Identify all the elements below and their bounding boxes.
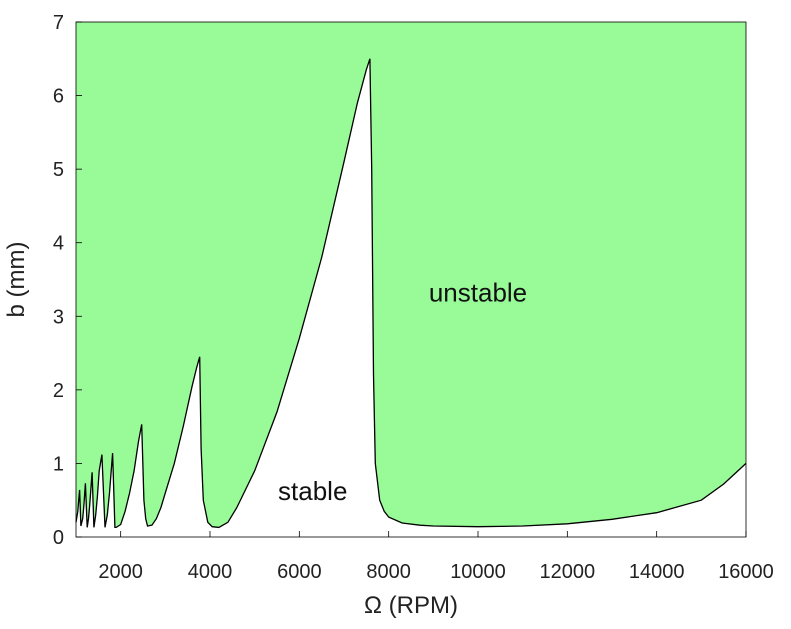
- y-axis-label: b (mm): [3, 242, 30, 318]
- y-tick-label: 3: [53, 306, 64, 328]
- annotation-unstable: unstable: [429, 278, 527, 308]
- y-tick-label: 7: [53, 12, 64, 34]
- x-tick-label: 14000: [629, 561, 685, 583]
- y-tick-label: 5: [53, 159, 64, 181]
- x-tick-label: 2000: [98, 561, 143, 583]
- x-tick-label: 16000: [718, 561, 774, 583]
- x-axis-label: Ω (RPM): [364, 592, 458, 619]
- x-axis-ticks: 2000 4000 6000 8000 10000 12000 14000 16000: [98, 531, 774, 583]
- x-tick-label: 6000: [277, 561, 322, 583]
- plot-frame: [75, 21, 747, 538]
- stability-boundary-line: [75, 58, 747, 529]
- y-axis-ticks: 0 1 2 3 4 5 6 7: [53, 12, 82, 549]
- y-tick-label: 0: [53, 527, 64, 549]
- x-tick-label: 10000: [450, 561, 506, 583]
- y-tick-label: 6: [53, 86, 64, 108]
- x-tick-label: 4000: [188, 561, 233, 583]
- y-tick-label: 2: [53, 380, 64, 402]
- annotation-stable: stable: [278, 476, 347, 506]
- y-tick-label: 4: [53, 233, 64, 255]
- x-tick-label: 12000: [540, 561, 596, 583]
- y-tick-label: 1: [53, 453, 64, 475]
- x-tick-label: 8000: [366, 561, 411, 583]
